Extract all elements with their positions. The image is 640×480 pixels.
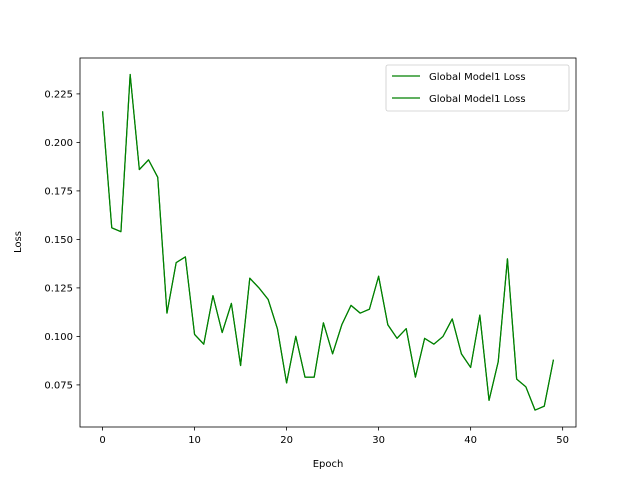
plot-frame — [79, 57, 577, 428]
y-tick-label: 0.225 — [44, 89, 73, 100]
legend: Global Model1 Loss Global Model1 Loss — [385, 64, 570, 112]
x-tick-label: 40 — [464, 435, 477, 446]
x-tick-label: 0 — [99, 435, 105, 446]
x-tick-label: 50 — [556, 435, 569, 446]
y-tick-label: 0.075 — [44, 380, 73, 391]
series-line-2 — [101, 73, 555, 411]
y-tick-label: 0.200 — [44, 138, 73, 149]
y-tick-label: 0.175 — [44, 186, 73, 197]
y-axis: 0.075 0.100 0.125 0.150 0.175 0.200 0.225 — [44, 89, 80, 391]
series-layer — [101, 73, 555, 411]
y-tick-label: 0.100 — [44, 332, 73, 343]
x-tick-label: 10 — [188, 435, 201, 446]
x-tick-label: 30 — [372, 435, 385, 446]
x-axis: 0 10 20 30 40 50 — [99, 427, 569, 446]
legend-label-1: Global Model1 Loss — [429, 72, 526, 83]
x-tick-label: 20 — [280, 435, 293, 446]
legend-box — [385, 64, 570, 112]
y-axis-label: Loss — [13, 231, 24, 253]
x-axis-label: Epoch — [313, 459, 344, 470]
y-tick-label: 0.125 — [44, 283, 73, 294]
y-tick-label: 0.150 — [44, 235, 73, 246]
legend-label-2: Global Model1 Loss — [429, 94, 526, 105]
